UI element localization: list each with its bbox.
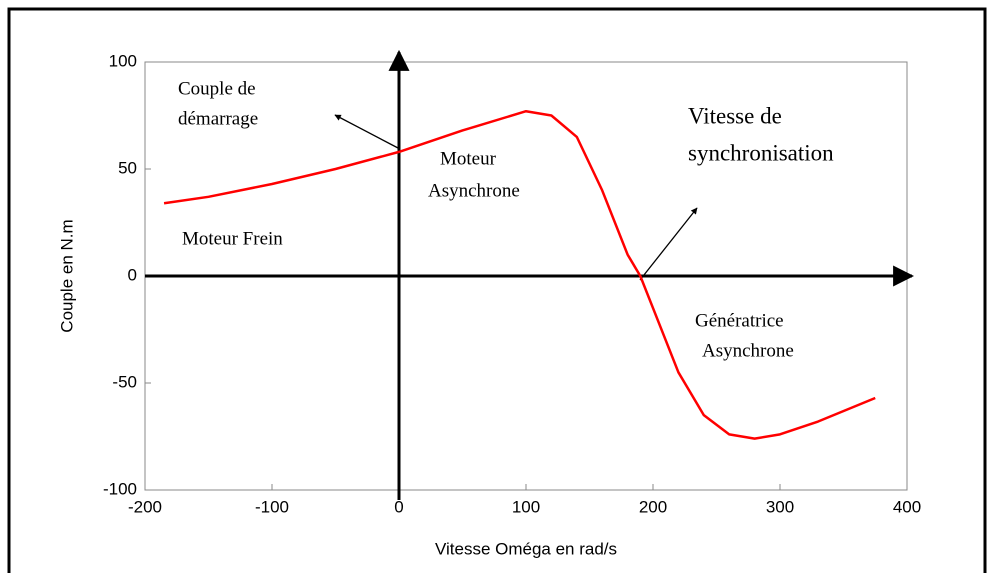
frame xyxy=(7,7,987,573)
y-tick-label: -50 xyxy=(112,372,137,391)
annotation: Génératrice xyxy=(695,310,784,331)
x-axis-label: Vitesse Oméga en rad/s xyxy=(435,539,617,558)
annotation: Moteur Frein xyxy=(182,228,283,249)
x-tick-label: -200 xyxy=(128,497,162,516)
annotation: Asynchrone xyxy=(702,340,794,361)
y-tick-label: 0 xyxy=(128,265,137,284)
arrow xyxy=(334,114,399,149)
annotation: synchronisation xyxy=(688,140,834,165)
y-axis-label: Couple en N.m xyxy=(57,219,76,332)
annotation: démarrage xyxy=(178,108,258,129)
x-tick-label: 300 xyxy=(766,497,794,516)
x-tick-label: 400 xyxy=(893,497,921,516)
x-tick-label: 100 xyxy=(512,497,540,516)
y-tick-label: 100 xyxy=(109,51,137,70)
annotation: Moteur xyxy=(440,148,497,169)
y-tick-label: 50 xyxy=(118,158,137,177)
line xyxy=(163,109,876,440)
arrow xyxy=(639,207,698,281)
annotation: Couple de xyxy=(178,78,256,99)
y-tick-label: -100 xyxy=(103,479,137,498)
annotation: Vitesse de xyxy=(688,103,782,128)
annotation: Asynchrone xyxy=(428,180,520,201)
x-tick-label: 200 xyxy=(639,497,667,516)
x-tick-label: -100 xyxy=(255,497,289,516)
x-tick-label: 0 xyxy=(394,497,403,516)
